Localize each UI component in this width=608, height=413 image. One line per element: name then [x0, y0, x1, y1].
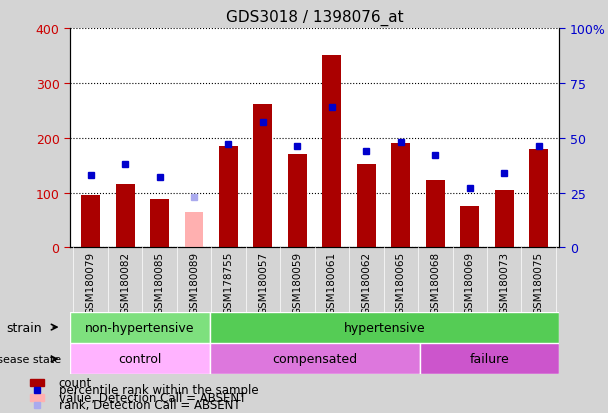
Text: value, Detection Call = ABSENT: value, Detection Call = ABSENT [59, 391, 246, 404]
Bar [30, 379, 44, 386]
Text: control: control [118, 353, 162, 366]
Text: GSM180082: GSM180082 [120, 251, 130, 314]
Bar [70, 312, 210, 343]
Bar [392, 144, 410, 248]
Text: GSM180069: GSM180069 [465, 251, 475, 314]
Bar [81, 196, 100, 248]
Bar [210, 312, 559, 343]
Text: hypertensive: hypertensive [344, 321, 426, 334]
Text: GSM178755: GSM178755 [224, 251, 233, 314]
Text: GSM180062: GSM180062 [361, 251, 371, 314]
Text: GSM180061: GSM180061 [327, 251, 337, 314]
Bar [116, 185, 134, 248]
Bar [150, 199, 169, 248]
Text: count: count [59, 376, 92, 389]
Text: GSM180059: GSM180059 [292, 251, 302, 314]
Text: GSM180068: GSM180068 [430, 251, 440, 314]
Bar [529, 149, 548, 248]
Bar [322, 56, 341, 248]
Bar [426, 181, 445, 248]
Bar [210, 344, 420, 375]
Text: GSM180065: GSM180065 [396, 251, 406, 314]
Text: GSM180073: GSM180073 [499, 251, 510, 314]
Bar [357, 165, 376, 248]
Text: percentile rank within the sample: percentile rank within the sample [59, 383, 258, 396]
Text: disease state: disease state [0, 354, 61, 364]
Text: non-hypertensive: non-hypertensive [85, 321, 195, 334]
Bar [288, 155, 307, 248]
Bar [184, 212, 204, 248]
Bar [219, 147, 238, 248]
Text: rank, Detection Call = ABSENT: rank, Detection Call = ABSENT [59, 399, 241, 411]
Bar [420, 344, 559, 375]
Text: failure: failure [469, 353, 510, 366]
Text: GSM180075: GSM180075 [534, 251, 544, 314]
Bar [30, 394, 44, 401]
Text: GSM180085: GSM180085 [154, 251, 165, 314]
Bar [495, 190, 514, 248]
Bar [70, 344, 210, 375]
Title: GDS3018 / 1398076_at: GDS3018 / 1398076_at [226, 10, 404, 26]
Bar [254, 104, 272, 248]
Text: GSM180079: GSM180079 [86, 251, 95, 314]
Text: compensated: compensated [272, 353, 358, 366]
Text: GSM180089: GSM180089 [189, 251, 199, 314]
Text: GSM180057: GSM180057 [258, 251, 268, 314]
Text: strain: strain [7, 321, 43, 334]
Bar [460, 207, 479, 248]
